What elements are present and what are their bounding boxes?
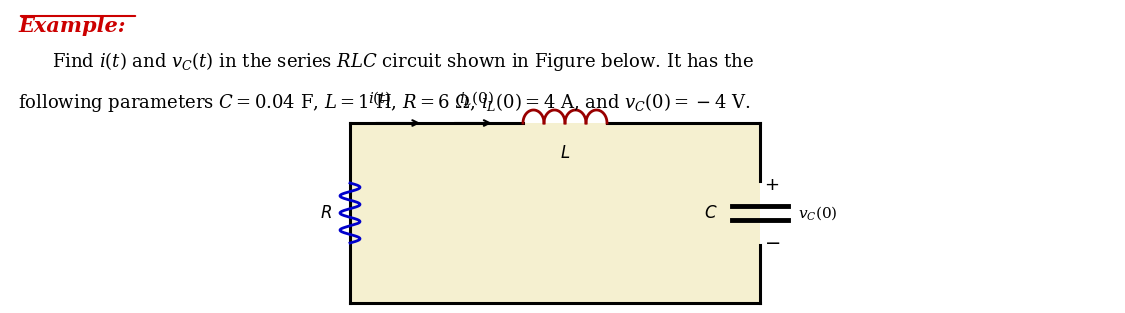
Text: $v_C(0)$: $v_C(0)$	[798, 204, 838, 222]
Text: Example:: Example:	[18, 16, 126, 36]
Text: $L$: $L$	[560, 145, 570, 162]
Text: $i_L(0)$: $i_L(0)$	[459, 89, 494, 107]
Bar	[350, 123, 760, 303]
Text: Find $i(t)$ and $v_C(t)$ in the series $RLC$ circuit shown in Figure below. It h: Find $i(t)$ and $v_C(t)$ in the series $…	[52, 50, 754, 73]
Text: $-$: $-$	[764, 232, 780, 250]
Text: $C$: $C$	[704, 204, 718, 222]
Text: $R$: $R$	[319, 204, 332, 222]
Text: $i(t)$: $i(t)$	[368, 89, 391, 107]
Text: following parameters $C = 0.04$ F, $L = 1$ H, $R = 6$ Ω, $i_L(0) = 4$ A, and $v_: following parameters $C = 0.04$ F, $L = …	[18, 91, 750, 114]
Text: $+$: $+$	[765, 176, 780, 194]
